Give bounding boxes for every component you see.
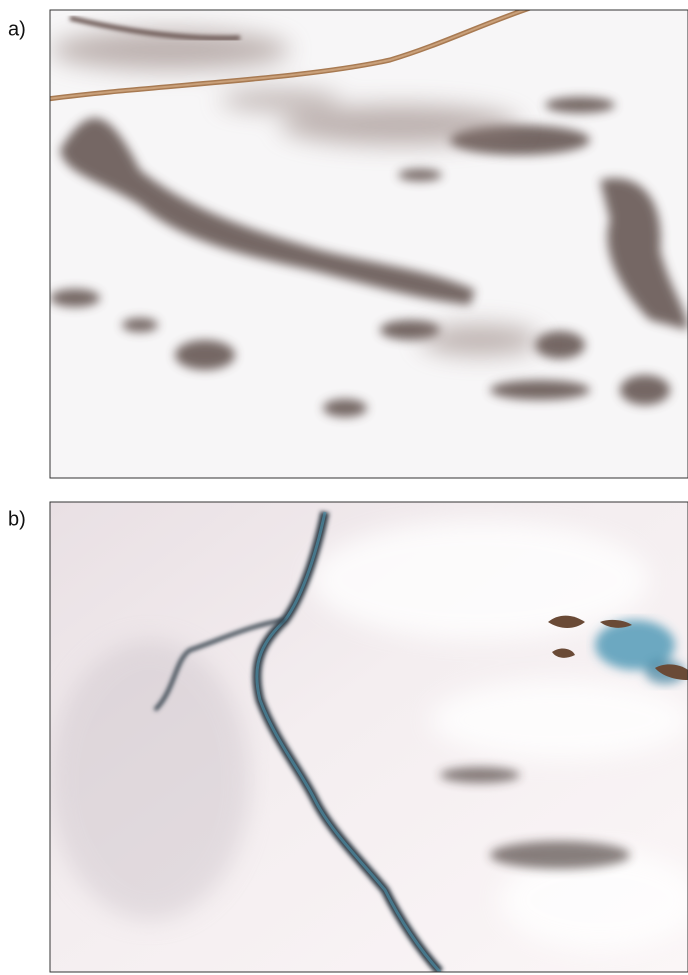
photo-b	[50, 502, 688, 972]
page: {"panels": [{"label": "a)"}, {"label": "…	[0, 0, 688, 975]
figure: a) b)	[0, 0, 688, 975]
panel-label: b)	[8, 508, 26, 530]
photo-a	[40, 8, 688, 478]
panel-label: a)	[8, 18, 26, 40]
